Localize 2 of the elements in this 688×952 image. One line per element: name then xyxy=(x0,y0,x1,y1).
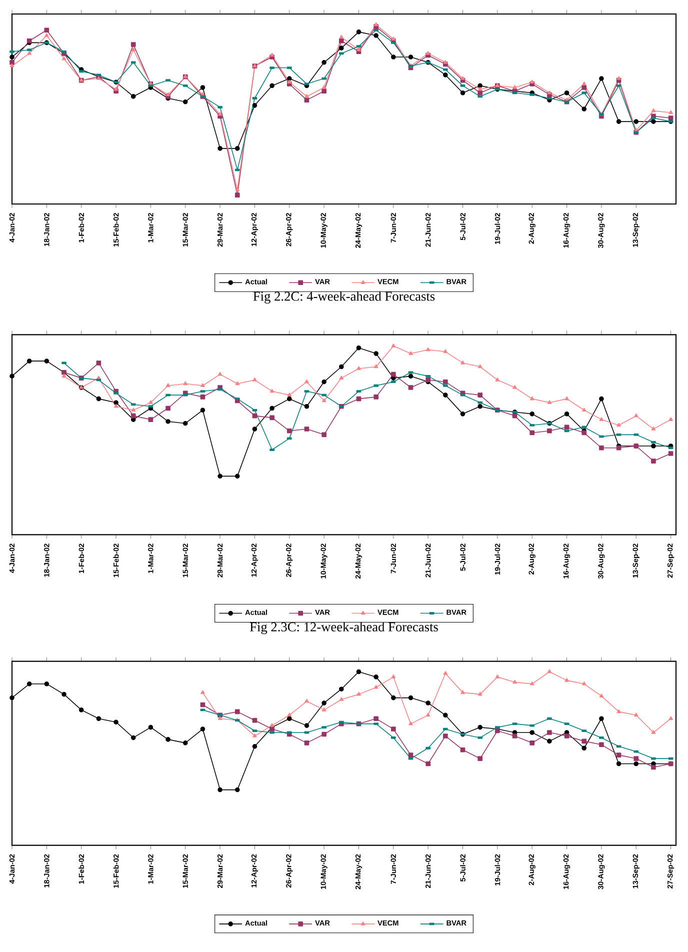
text: Fig 2.2C: 4-week-ahead Forecasts xyxy=(253,291,435,304)
text: Fig 2.3C: 12-week-ahead Forecasts xyxy=(250,622,438,634)
